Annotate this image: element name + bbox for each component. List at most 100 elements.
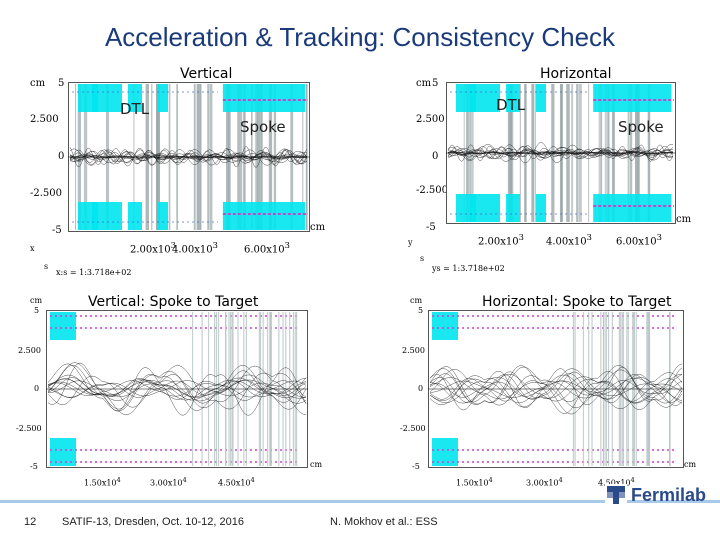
cavity-block-top [432, 312, 458, 340]
cavity-block-top [593, 84, 672, 112]
cavity-block-bottom [158, 202, 168, 230]
axis-y-label: y [408, 238, 413, 247]
y-tick: 0 [432, 151, 439, 162]
y-tick: -2.500 [30, 188, 63, 199]
particle-trajectory [47, 364, 307, 411]
panel-label: Vertical: Spoke to Target [88, 294, 259, 310]
cavity-block-bottom [470, 194, 500, 222]
y-tick: 0 [418, 384, 424, 393]
cavity-block-top [158, 84, 168, 112]
particle-trajectory [429, 365, 683, 415]
region-label-spoke: Spoke [240, 118, 286, 136]
cavity-block-bottom [432, 438, 458, 466]
particle-trajectory [69, 149, 308, 165]
particle-trajectory [429, 377, 683, 401]
y-tick: -5 [426, 222, 436, 233]
particle-trajectory [47, 362, 307, 416]
x-tick: 6.00x103 [616, 232, 662, 248]
y-tick: -2.500 [416, 185, 449, 196]
beam-envelope-plot [68, 82, 310, 232]
cavity-block-top [128, 84, 142, 112]
particle-trajectory [447, 147, 673, 159]
y-tick: 0 [34, 384, 40, 393]
plot-area [428, 310, 684, 468]
particle-trajectory [47, 377, 307, 401]
particle-trajectory [429, 369, 683, 409]
particle-trajectory [447, 148, 674, 158]
cavity-block-bottom [128, 202, 142, 230]
particle-trajectory [47, 378, 307, 401]
y-tick: 2.500 [402, 346, 425, 355]
cavity-block-bottom [536, 194, 546, 222]
panel-label: Horizontal [540, 66, 612, 82]
particle-trajectory [47, 380, 307, 398]
particle-trajectory [69, 148, 308, 166]
y-tick: -5 [30, 462, 38, 471]
particle-trajectory [47, 379, 307, 399]
plot-area [46, 310, 308, 468]
cavity-block-bottom [222, 202, 306, 230]
x-tick: 4.00x103 [546, 232, 592, 248]
y-tick: 2.500 [30, 114, 59, 125]
axis-x-label: x [30, 244, 35, 253]
particle-trajectory [47, 362, 307, 415]
x-unit: cm [676, 214, 692, 225]
x-unit: cm [310, 460, 323, 469]
particle-trajectory [47, 363, 307, 415]
beam-envelope-plot [428, 310, 684, 468]
y-unit: cm [30, 296, 43, 305]
panel-label: Horizontal: Spoke to Target [482, 294, 672, 310]
cavity-block-top [50, 312, 76, 340]
conference-label: SATIF-13, Dresden, Oct. 10-12, 2016 [62, 516, 244, 528]
particle-trajectory [430, 380, 683, 398]
particle-trajectory [447, 146, 674, 160]
y-tick: 0 [58, 151, 65, 162]
y-unit: cm [416, 78, 432, 89]
slide-footer: 12 SATIF-13, Dresden, Oct. 10-12, 2016 N… [0, 484, 720, 540]
scale-footnote: x:s = 1:3.718e+02 [56, 268, 132, 277]
y-tick: 2.500 [18, 346, 41, 355]
x-tick: 3.00x104 [526, 476, 563, 488]
plot-area [68, 82, 310, 232]
particle-trajectory [429, 374, 683, 404]
particle-trajectory [430, 373, 682, 404]
particle-trajectory [69, 150, 308, 164]
x-tick: 6.00x103 [244, 240, 290, 256]
beam-envelope-plot [446, 82, 676, 224]
particle-trajectory [47, 380, 307, 398]
y-tick: -2.500 [400, 424, 426, 433]
panel-label: Vertical [180, 66, 233, 82]
particle-trajectory [47, 379, 307, 399]
fermilab-wordmark: Fermilab [630, 484, 706, 505]
y-tick: -2.500 [16, 424, 42, 433]
cavity-block-bottom [506, 194, 520, 222]
x-unit: cm [310, 222, 326, 233]
cavity-block-bottom [593, 194, 672, 222]
footer-divider [0, 500, 720, 503]
page-number: 12 [24, 516, 37, 528]
region-label-spoke: Spoke [618, 118, 664, 136]
x-tick: 2.00x103 [478, 232, 524, 248]
y-tick: 5 [432, 78, 439, 89]
particle-trajectory [429, 371, 683, 406]
beam-envelope-plot [46, 310, 308, 468]
x-tick: 4.50x104 [598, 476, 635, 488]
scale-footnote: ys = 1:3.718e+02 [432, 264, 505, 273]
y-tick: 5 [58, 78, 65, 89]
plot-area [446, 82, 676, 224]
y-tick: -5 [412, 462, 420, 471]
y-unit: cm [30, 78, 46, 89]
particle-trajectory [69, 147, 308, 167]
particle-trajectory [429, 373, 683, 403]
particle-trajectory [429, 374, 683, 404]
cavity-block-top [536, 84, 546, 112]
x-tick: 2.00x103 [130, 240, 176, 256]
x-tick: 1.50x104 [456, 476, 493, 488]
x-tick: 1.50x104 [84, 476, 121, 488]
particle-trajectory [447, 147, 674, 159]
y-tick: 5 [34, 306, 40, 315]
axis-s-label: s [44, 262, 49, 271]
cavity-block-top [92, 84, 122, 112]
y-tick: 2.500 [416, 114, 445, 125]
y-tick: -5 [52, 225, 62, 236]
